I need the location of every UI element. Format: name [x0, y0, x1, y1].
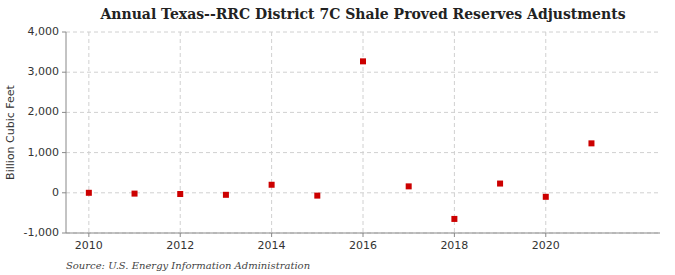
y-tick-label: -1,000 — [24, 226, 59, 239]
x-tick — [271, 233, 272, 237]
y-tick — [62, 152, 66, 153]
y-tick-label: 4,000 — [28, 25, 60, 38]
x-grid-line — [545, 32, 546, 233]
x-grid-line — [88, 32, 89, 233]
x-tick-label: 2012 — [166, 239, 194, 252]
y-tick-label: 1,000 — [28, 146, 60, 159]
point — [360, 58, 366, 64]
y-tick — [62, 233, 66, 234]
points — [86, 58, 595, 222]
y-grid-line — [66, 233, 660, 234]
x-tick-label: 2016 — [349, 239, 377, 252]
x-tick — [180, 233, 181, 237]
x-tick-label: 2010 — [75, 239, 103, 252]
x-tick-label: 2020 — [532, 239, 560, 252]
point — [132, 191, 138, 197]
y-tick — [62, 192, 66, 193]
y-axis-label: Billion Cubic Feet — [4, 84, 17, 179]
y-grid-line — [66, 72, 660, 73]
x-tick-label: 2018 — [440, 239, 468, 252]
point — [451, 216, 457, 222]
point — [223, 192, 229, 198]
x-tick — [454, 233, 455, 237]
x-grid-line — [271, 32, 272, 233]
x-grid-line — [180, 32, 181, 233]
y-tick-label: 3,000 — [28, 65, 60, 78]
x-tick — [88, 233, 89, 237]
y-tick-label: 2,000 — [28, 105, 60, 118]
x-axis-line — [66, 233, 660, 234]
x-grid-line — [454, 32, 455, 233]
point — [86, 190, 92, 196]
y-tick — [62, 32, 66, 33]
point — [269, 182, 275, 188]
y-tick — [62, 112, 66, 113]
x-tick — [545, 233, 546, 237]
point — [497, 181, 503, 187]
point — [588, 140, 594, 146]
x-tick — [363, 233, 364, 237]
chart: -1,000 0 1,000 2,000 3,000 4,000 2010 2012 2014 2… — [0, 0, 675, 275]
point — [406, 183, 412, 189]
y-tick — [62, 72, 66, 73]
source: Source: U.S. Energy Information Administ… — [66, 260, 310, 271]
x-tick-label: 2014 — [258, 239, 286, 252]
point — [177, 191, 183, 197]
y-tick-label: 0 — [52, 186, 59, 199]
y-axis-line — [66, 32, 67, 233]
title: Annual Texas--RRC District 7C Shale Prov… — [99, 6, 625, 22]
point — [314, 193, 320, 199]
point — [543, 194, 549, 200]
axes: -1,000 0 1,000 2,000 3,000 4,000 2010 2012 2014 2… — [24, 25, 660, 252]
grid — [66, 32, 660, 233]
